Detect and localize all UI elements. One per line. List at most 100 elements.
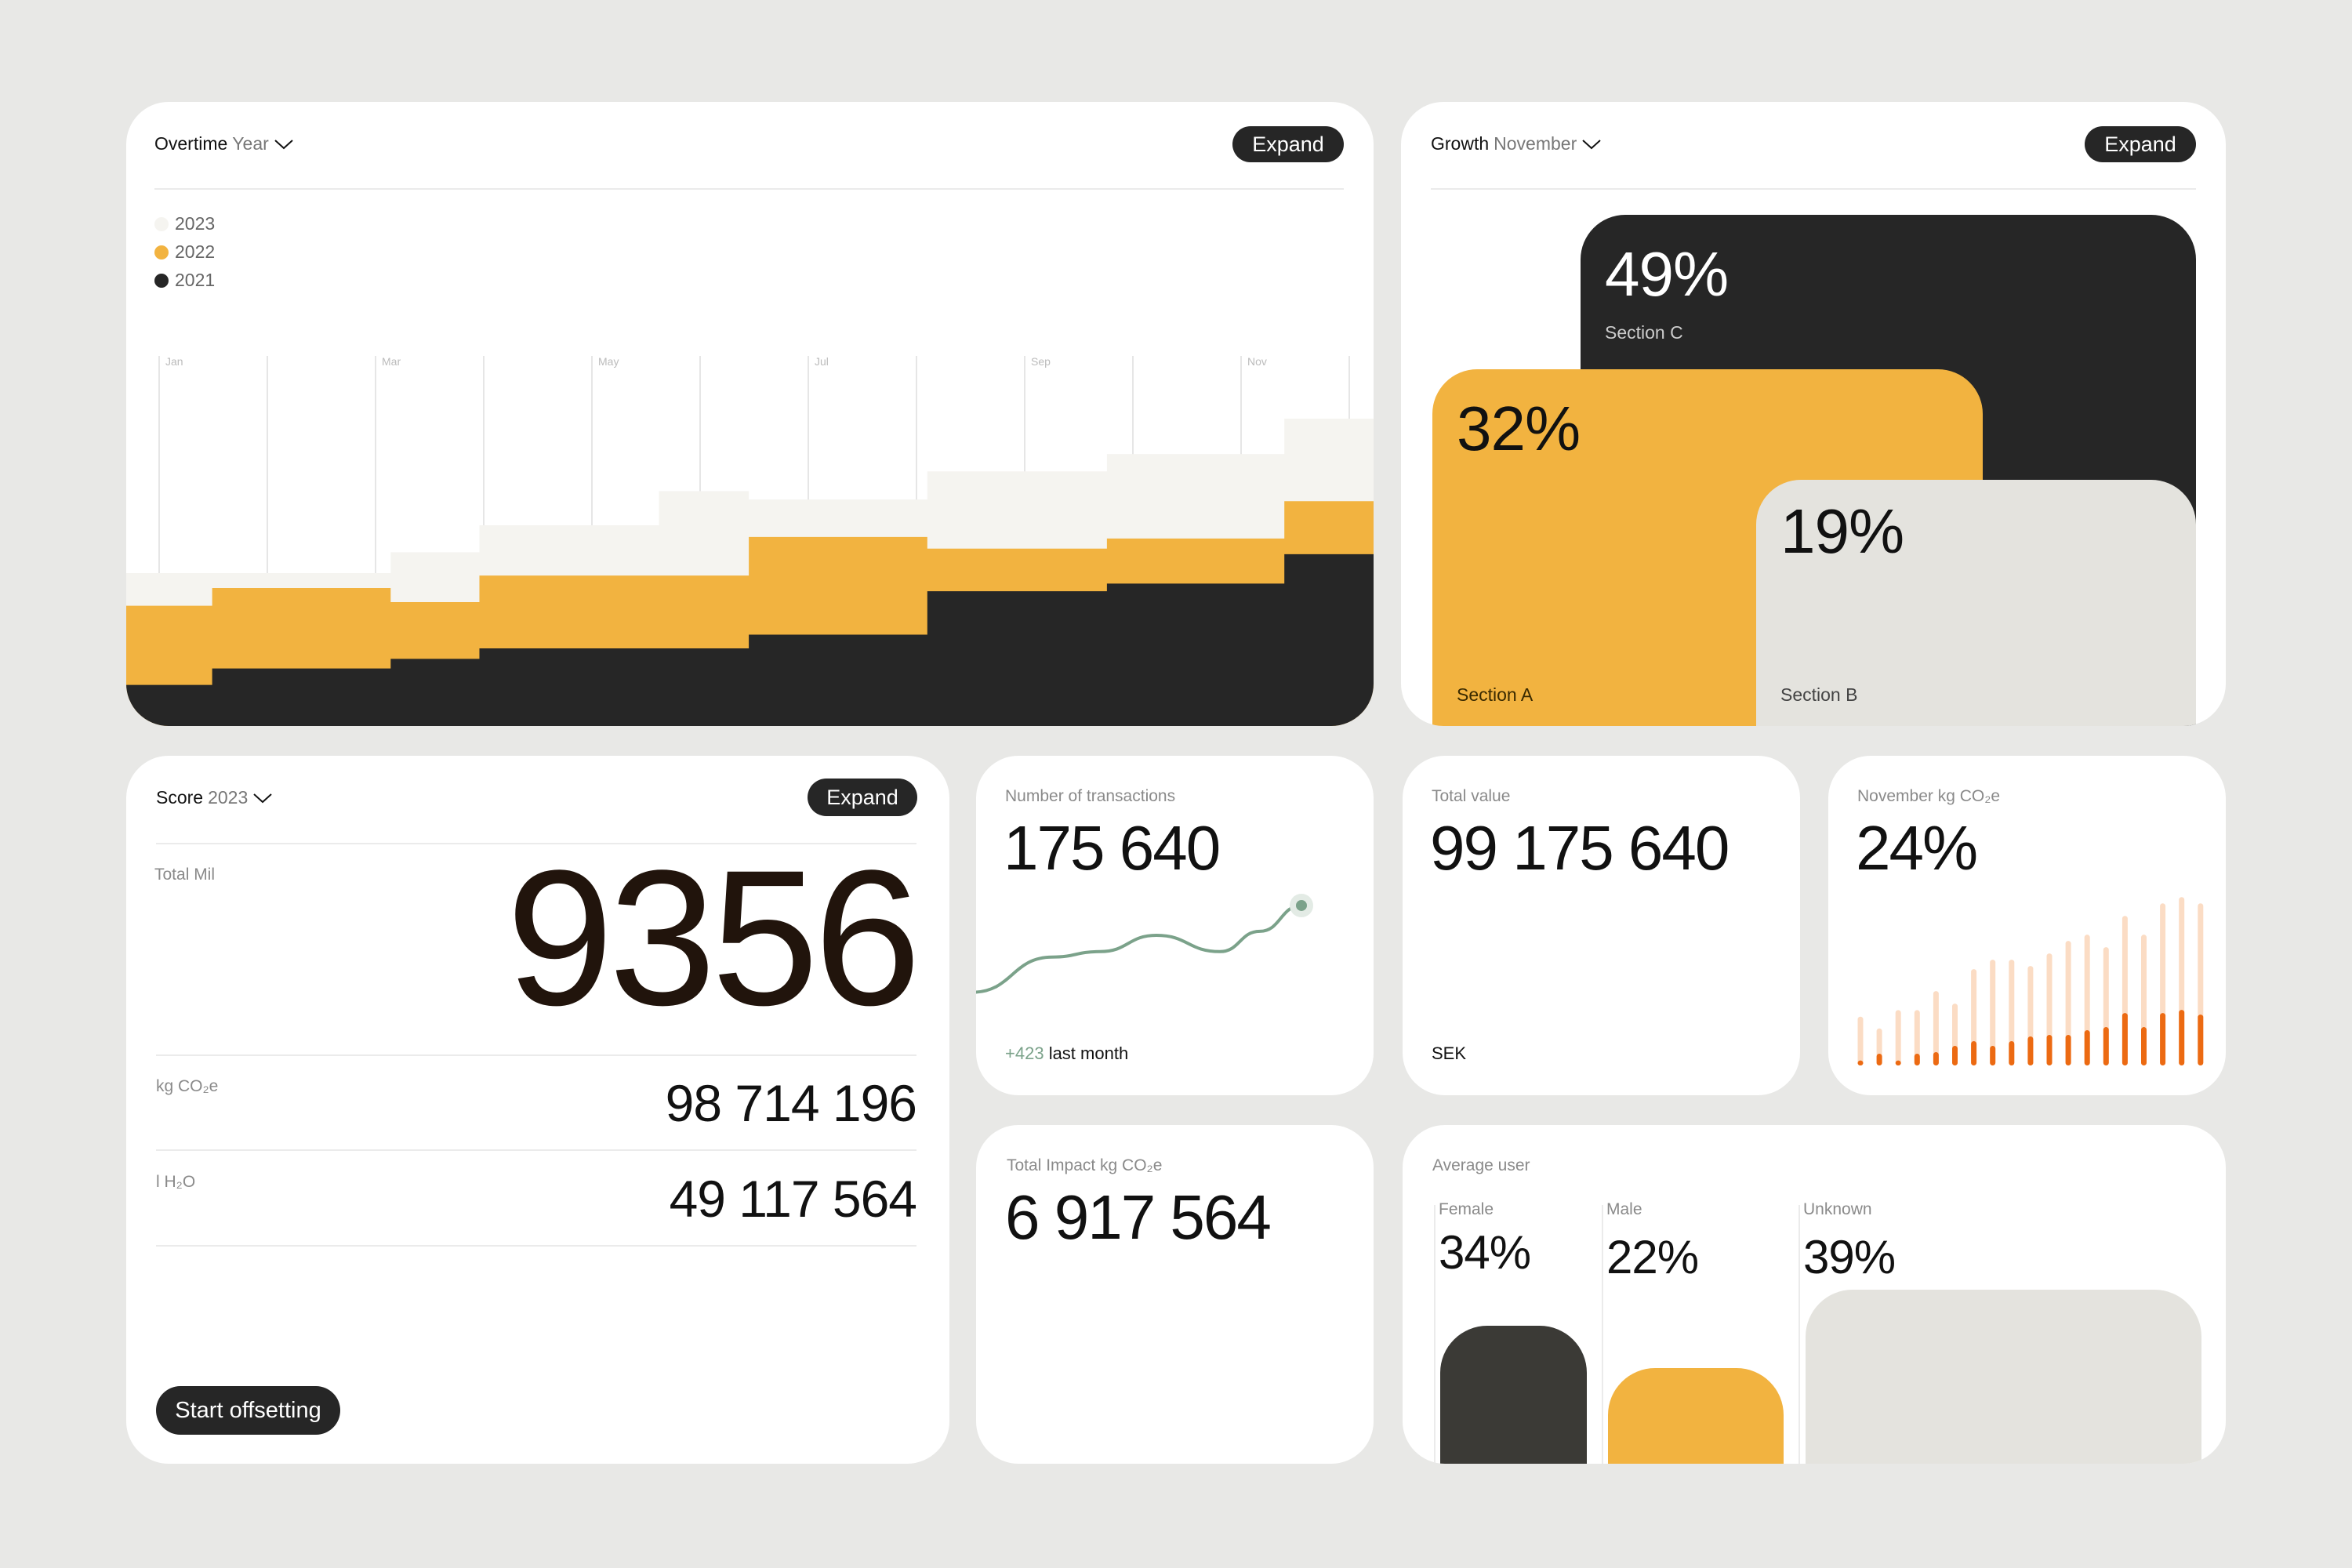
november-value: 24%: [1856, 813, 1978, 883]
bar-value: [2179, 1010, 2185, 1065]
bar-value: [2103, 1027, 2109, 1065]
overtime-period: Year: [232, 133, 269, 154]
bar-value: [1857, 1060, 1864, 1065]
section-b-panel[interactable]: 19% Section B: [1756, 480, 2196, 726]
bar-value: [2046, 1035, 2053, 1065]
legend-label: 2023: [175, 213, 216, 234]
bar-value: [2065, 1035, 2071, 1065]
male-pct: 22%: [1606, 1231, 1699, 1283]
section-c-label: Section C: [1605, 322, 1683, 343]
transactions-delta: +423 last month: [1005, 1044, 1128, 1064]
start-offsetting-button[interactable]: Start offsetting: [156, 1386, 340, 1435]
bar-value: [1933, 1052, 1939, 1065]
delta-suffix: last month: [1048, 1044, 1129, 1063]
total-mil-label: Total Mil: [154, 866, 216, 884]
divider: [154, 188, 1344, 190]
bar-value: [2084, 1030, 2090, 1065]
section-c-pct: 49%: [1605, 239, 1729, 309]
column-divider: [1798, 1205, 1800, 1464]
co2-label: kg CO₂e: [156, 1077, 219, 1095]
male-bar[interactable]: [1608, 1368, 1784, 1464]
column-divider: [1602, 1205, 1603, 1464]
total-value-card: Total value 99 175 640 SEK: [1403, 756, 1800, 1095]
score-card: Score 2023 Expand Total Mil 9356 kg CO₂e…: [126, 756, 949, 1464]
impact-label: Total Impact kg CO₂e: [1007, 1156, 1163, 1174]
month-tick-label: Jan: [165, 355, 183, 368]
series-area-2021: [126, 554, 1374, 726]
section-b-pct: 19%: [1780, 496, 1904, 566]
co2-value: 98 714 196: [665, 1074, 917, 1132]
female-bar[interactable]: [1440, 1326, 1587, 1464]
month-tick-label: Jul: [815, 355, 829, 368]
overtime-step-chart: Jan Mar May Jul Sep Nov: [126, 355, 1374, 726]
transactions-trend-line: [976, 893, 1313, 994]
legend-swatch: [154, 273, 169, 288]
bar-total: [2009, 960, 2015, 1065]
bar-value: [2160, 1013, 2166, 1065]
overtime-period-dropdown[interactable]: Overtime Year: [154, 133, 294, 154]
score-expand-button[interactable]: Expand: [808, 779, 917, 816]
unknown-pct: 39%: [1803, 1231, 1896, 1283]
trend-endpoint[interactable]: [1296, 899, 1307, 911]
bar-total: [1914, 1010, 1920, 1065]
female-pct: 34%: [1439, 1226, 1531, 1279]
divider: [1431, 188, 2196, 190]
average-user-card: Average user Female 34% Male 22% Unknown…: [1403, 1125, 2226, 1464]
november-card: November kg CO₂e 24%: [1828, 756, 2226, 1095]
overtime-expand-button[interactable]: Expand: [1232, 126, 1344, 162]
divider: [156, 843, 916, 844]
water-label: l H₂O: [156, 1173, 196, 1191]
score-title: Score: [156, 787, 204, 808]
currency-label: SEK: [1432, 1044, 1467, 1063]
average-user-label: Average user: [1432, 1156, 1530, 1174]
overtime-card: Overtime Year Expand 2023 2022 2021 Jan M…: [126, 102, 1374, 726]
bar-value: [1914, 1054, 1920, 1065]
transactions-card: Number of transactions 175 640 +423 last…: [976, 756, 1374, 1095]
bar-total: [2065, 941, 2071, 1065]
divider: [156, 1054, 916, 1056]
bar-value: [1990, 1046, 1996, 1065]
water-value: 49 117 564: [669, 1170, 917, 1228]
month-tick-label: Sep: [1031, 355, 1051, 368]
bar-value: [2009, 1041, 2015, 1065]
growth-expand-button[interactable]: Expand: [2085, 126, 2196, 162]
impact-value: 6 917 564: [1005, 1182, 1272, 1252]
trend-line: [976, 903, 1302, 994]
bar-total: [1933, 991, 1939, 1065]
legend-swatch: [154, 216, 169, 231]
chevron-down-icon: [274, 139, 293, 149]
bar-total: [1857, 1016, 1864, 1065]
legend-label: 2022: [175, 241, 216, 262]
total-value-label: Total value: [1432, 787, 1511, 805]
divider: [156, 1149, 916, 1151]
bar-value: [2141, 1027, 2147, 1065]
section-b-label: Section B: [1780, 684, 1858, 705]
male-label: Male: [1606, 1200, 1642, 1218]
delta-value: +423: [1005, 1044, 1044, 1063]
score-period: 2023: [208, 787, 249, 808]
divider: [156, 1245, 916, 1247]
overtime-title: Overtime: [154, 133, 228, 154]
november-bar-chart: [1857, 897, 2204, 1065]
chevron-down-icon: [253, 793, 272, 803]
growth-period-dropdown[interactable]: Growth November: [1431, 133, 1602, 154]
total-value-amount: 99 175 640: [1430, 813, 1730, 883]
growth-period: November: [1494, 133, 1577, 154]
female-label: Female: [1439, 1200, 1494, 1218]
section-a-label: Section A: [1457, 684, 1534, 705]
bar-value: [2122, 1013, 2128, 1065]
legend-swatch: [154, 245, 169, 260]
chevron-down-icon: [1582, 139, 1601, 149]
column-divider: [1434, 1205, 1436, 1464]
bar-value: [2027, 1036, 2034, 1065]
unknown-bar[interactable]: [1806, 1290, 2201, 1464]
legend-item-2021: 2021: [154, 270, 215, 291]
score-period-dropdown[interactable]: Score 2023: [156, 787, 273, 808]
section-a-pct: 32%: [1457, 394, 1581, 463]
bar-value: [1971, 1041, 1977, 1065]
total-impact-card: Total Impact kg CO₂e 6 917 564: [976, 1125, 1374, 1464]
total-mil-value: 9356: [506, 830, 921, 1046]
bar-total: [1990, 960, 1996, 1065]
month-tick-label: May: [598, 355, 619, 368]
legend-item-2022: 2022: [154, 241, 215, 263]
